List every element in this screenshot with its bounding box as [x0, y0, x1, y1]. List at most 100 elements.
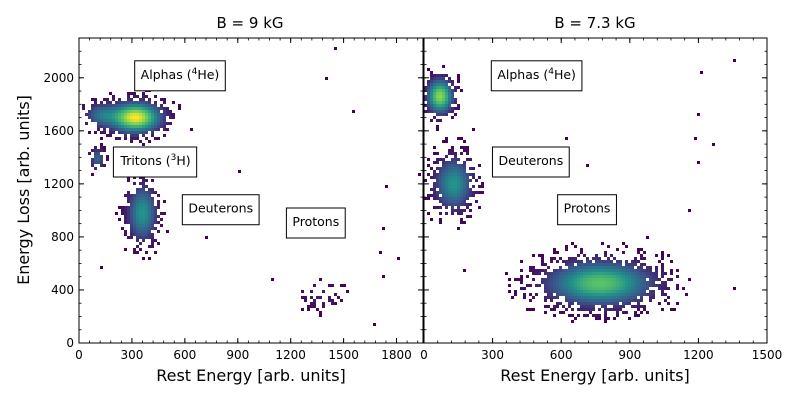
heatmap-cell — [613, 266, 616, 269]
heatmap-cell — [544, 272, 547, 275]
heatmap-cell — [85, 113, 88, 116]
heatmap-cell — [628, 293, 631, 296]
heatmap-cell — [448, 191, 451, 194]
heatmap-cell — [118, 116, 121, 119]
heatmap-cell — [628, 281, 631, 284]
heatmap-cell — [151, 128, 154, 131]
heatmap-cell — [139, 233, 142, 236]
heatmap-cell — [541, 254, 544, 257]
heatmap-cell — [439, 167, 442, 170]
heatmap-cell — [100, 158, 103, 161]
heatmap-cell — [601, 287, 604, 290]
heatmap-cell — [589, 269, 592, 272]
panel-right: B = 7.3 kG 0 300 600 900 1200 1500 Alphas (4H… — [420, 14, 782, 385]
heatmap-cell — [151, 224, 154, 227]
heatmap-cell — [139, 227, 142, 230]
heatmap-cell — [157, 119, 160, 122]
heatmap-cell — [442, 113, 445, 116]
heatmap-cell — [148, 194, 151, 197]
heatmap-cell — [130, 107, 133, 110]
heatmap-cell — [121, 116, 124, 119]
heatmap-cell — [121, 110, 124, 113]
heatmap-cell — [139, 218, 142, 221]
heatmap-cell — [562, 284, 565, 287]
heatmap-cell — [439, 191, 442, 194]
heatmap-cell — [91, 164, 94, 167]
heatmap-cell — [436, 176, 439, 179]
heatmap-cell — [94, 161, 97, 164]
heatmap-cell — [592, 269, 595, 272]
heatmap-cell — [100, 116, 103, 119]
heatmap-cell — [457, 80, 460, 83]
heatmap-cell — [154, 119, 157, 122]
heatmap-cell — [634, 275, 637, 278]
heatmap-cell — [583, 284, 586, 287]
heatmap-cell — [649, 281, 652, 284]
heatmap-cell — [442, 179, 445, 182]
heatmap-cell — [568, 278, 571, 281]
heatmap-cell — [91, 119, 94, 122]
heatmap-cell — [436, 158, 439, 161]
heatmap-cell — [580, 296, 583, 299]
heatmap-cell — [610, 275, 613, 278]
heatmap-cell — [580, 248, 583, 251]
heatmap-cell — [565, 296, 568, 299]
heatmap-cell — [559, 272, 562, 275]
heatmap-cell — [460, 182, 463, 185]
heatmap-cell — [559, 293, 562, 296]
heatmap-cell — [397, 257, 400, 260]
heatmap-cell — [445, 197, 448, 200]
heatmap-cell — [133, 122, 136, 125]
heatmap-cell — [652, 281, 655, 284]
heatmap-cell — [577, 278, 580, 281]
heatmap-cell — [574, 272, 577, 275]
heatmap-cell — [601, 242, 604, 245]
heatmap-cell — [544, 287, 547, 290]
heatmap-cell — [469, 158, 472, 161]
heatmap-cell — [577, 287, 580, 290]
heatmap-cell — [631, 293, 634, 296]
heatmap-cell — [124, 122, 127, 125]
heatmap-cell — [442, 194, 445, 197]
heatmap-cell — [139, 212, 142, 215]
heatmap-cell — [469, 215, 472, 218]
heatmap-cell — [118, 137, 121, 140]
heatmap-cell — [547, 281, 550, 284]
heatmap-cell — [532, 269, 535, 272]
heatmap-cell — [559, 290, 562, 293]
heatmap-cell — [142, 212, 145, 215]
heatmap-cell — [463, 197, 466, 200]
heatmap-cell — [130, 230, 133, 233]
heatmap-cell — [133, 218, 136, 221]
heatmap-cell — [574, 260, 577, 263]
heatmap-cell — [508, 290, 511, 293]
heatmap-cell — [454, 173, 457, 176]
heatmap-cell — [127, 104, 130, 107]
heatmap-cell — [460, 203, 463, 206]
heatmap-cell — [154, 215, 157, 218]
heatmap-cell — [430, 71, 433, 74]
heatmap-cell — [103, 131, 106, 134]
heatmap-cell — [568, 269, 571, 272]
heatmap-cell — [130, 203, 133, 206]
heatmap-cell — [622, 272, 625, 275]
heatmap-cell — [607, 299, 610, 302]
heatmap-cell — [100, 113, 103, 116]
heatmap-cell — [463, 140, 466, 143]
heatmap-cell — [556, 278, 559, 281]
heatmap-cell — [148, 125, 151, 128]
x-tick-label: 600 — [550, 348, 573, 362]
heatmap-cell — [142, 131, 145, 134]
heatmap-cell — [430, 104, 433, 107]
heatmap-cell — [106, 125, 109, 128]
heatmap-cell — [133, 230, 136, 233]
heatmap-cell — [451, 194, 454, 197]
heatmap-cell — [127, 110, 130, 113]
heatmap-cell — [592, 257, 595, 260]
heatmap-cell — [139, 206, 142, 209]
heatmap-cell — [460, 209, 463, 212]
heatmap-cell — [157, 203, 160, 206]
heatmap-cell — [634, 284, 637, 287]
heatmap-cell — [151, 212, 154, 215]
heatmap-cell — [604, 293, 607, 296]
